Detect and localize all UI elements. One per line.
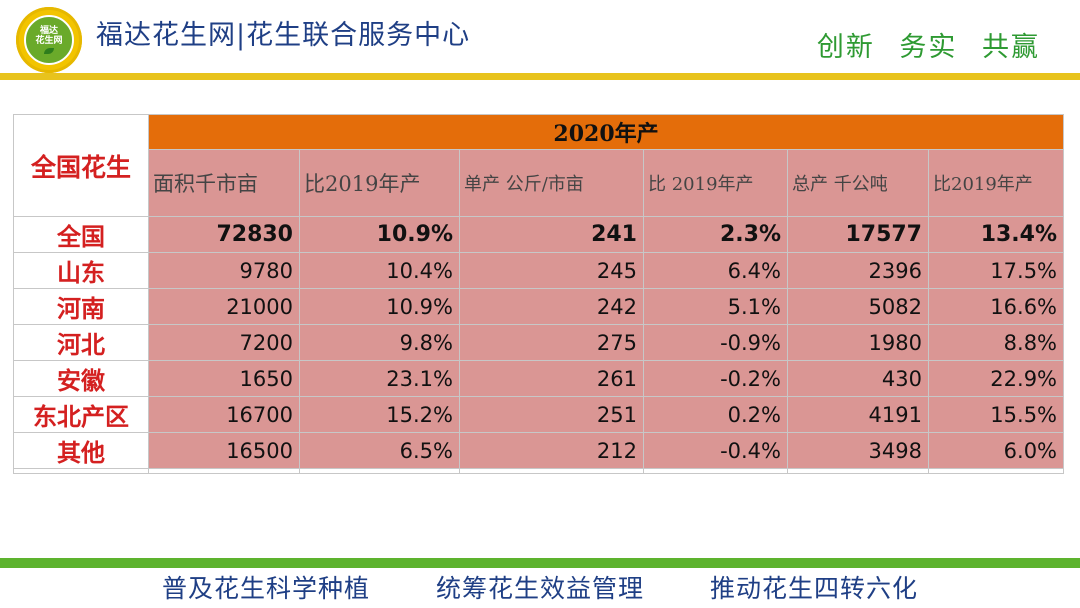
table-cell: 22.9% [927, 360, 1065, 397]
footer-slogans: 普及花生科学种植 统筹花生效益管理 推动花生四转六化 [0, 568, 1080, 606]
table-cell: -0.9% [643, 324, 788, 361]
footer-slogan: 统筹花生效益管理 [435, 574, 644, 603]
column-header: 总产 千公吨 [787, 149, 929, 217]
table-cell: -0.2% [643, 360, 788, 397]
table-cell: 241 [459, 216, 644, 253]
bottom-divider-bar [0, 558, 1080, 568]
logo-text: 福达 花生网 [35, 26, 63, 46]
column-header: 单产 公斤/市亩 [459, 149, 644, 217]
table-cell: 2396 [787, 252, 929, 289]
table-cell: 5082 [787, 288, 929, 325]
table-cell: 6.5% [299, 432, 460, 469]
table-row: 山东 9780 10.4% 245 6.4% 2396 17.5% [13, 252, 1065, 289]
table-cell: 5.1% [643, 288, 788, 325]
table-row-total: 全国 72830 10.9% 241 2.3% 17577 13.4% [13, 216, 1065, 253]
table-row: 安徽 1650 23.1% 261 -0.2% 430 22.9% [13, 360, 1065, 397]
table-cell: 9780 [148, 252, 300, 289]
footer-slogan: 普及花生科学种植 [161, 574, 370, 603]
corner-label: 全国花生 [13, 114, 149, 217]
table-row: 其他 16500 6.5% 212 -0.4% 3498 6.0% [13, 432, 1065, 469]
table-cell: 430 [787, 360, 929, 397]
region-label: 东北产区 [13, 396, 149, 433]
table-cell: 10.9% [299, 288, 460, 325]
table-cell: 2.3% [643, 216, 788, 253]
table-cell: 10.4% [299, 252, 460, 289]
region-label: 全国 [13, 216, 149, 253]
table-cell: 15.5% [927, 396, 1065, 433]
table-cell: 3498 [787, 432, 929, 469]
table-cell: 17.5% [927, 252, 1065, 289]
table-cell: 7200 [148, 324, 300, 361]
leaf-icon [44, 48, 54, 54]
table-row: 河北 7200 9.8% 275 -0.9% 1980 8.8% [13, 324, 1065, 361]
footer-slogan: 推动花生四转六化 [710, 574, 919, 603]
region-label: 山东 [13, 252, 149, 289]
table-header-row-columns: 面积千市亩 比2019年产 单产 公斤/市亩 比 2019年产 总产 千公吨 比… [14, 149, 1065, 217]
region-label: 河南 [13, 288, 149, 325]
table-cell: 15.2% [299, 396, 460, 433]
table-cell: 9.8% [299, 324, 460, 361]
table-cell: 21000 [148, 288, 300, 325]
table-cell: 275 [459, 324, 644, 361]
table-cell: 8.8% [927, 324, 1065, 361]
table-cell: 6.4% [643, 252, 788, 289]
table-cell: -0.4% [643, 432, 788, 469]
table-cell: 4191 [787, 396, 929, 433]
table-cell: 212 [459, 432, 644, 469]
column-header: 比2019年产 [299, 149, 460, 217]
top-divider-bar [0, 73, 1080, 80]
logo-emblem: 福达 花生网 [24, 15, 74, 65]
table-cell: 16700 [148, 396, 300, 433]
slogan: 创新 务实 共赢 [816, 32, 1040, 63]
table-cell: 16500 [148, 432, 300, 469]
region-label: 其他 [13, 432, 149, 469]
region-label: 河北 [13, 324, 149, 361]
table-row: 东北产区 16700 15.2% 251 0.2% 4191 15.5% [13, 396, 1065, 433]
table-cell: 251 [459, 396, 644, 433]
site-title: 福达花生网|花生联合服务中心 [96, 20, 471, 51]
logo: 福达 花生网 [16, 7, 82, 73]
year-header: 2020年产 [147, 114, 1065, 150]
table-cell: 16.6% [927, 288, 1065, 325]
table-cell: 17577 [787, 216, 929, 253]
peanut-production-table: 全国花生 2020年产 面积千市亩 比2019年产 单产 公斤/市亩 比 201… [13, 114, 1065, 474]
table-cell: 242 [459, 288, 644, 325]
table-cell: 0.2% [643, 396, 788, 433]
table-row: 河南 21000 10.9% 242 5.1% 5082 16.6% [13, 288, 1065, 325]
column-header: 比2019年产 [927, 149, 1065, 217]
table-cell: 6.0% [927, 432, 1065, 469]
table-spacer-row [13, 468, 1065, 474]
table-header-row-year: 全国花生 2020年产 [13, 114, 1065, 217]
table-cell: 245 [459, 252, 644, 289]
table-cell: 1980 [787, 324, 929, 361]
column-header: 比 2019年产 [643, 149, 788, 217]
table-cell: 13.4% [927, 216, 1065, 253]
table-cell: 72830 [148, 216, 300, 253]
table-cell: 23.1% [299, 360, 460, 397]
region-label: 安徽 [13, 360, 149, 397]
table-cell: 1650 [148, 360, 300, 397]
column-header: 面积千市亩 [148, 149, 300, 217]
table-cell: 10.9% [299, 216, 460, 253]
table-cell: 261 [459, 360, 644, 397]
